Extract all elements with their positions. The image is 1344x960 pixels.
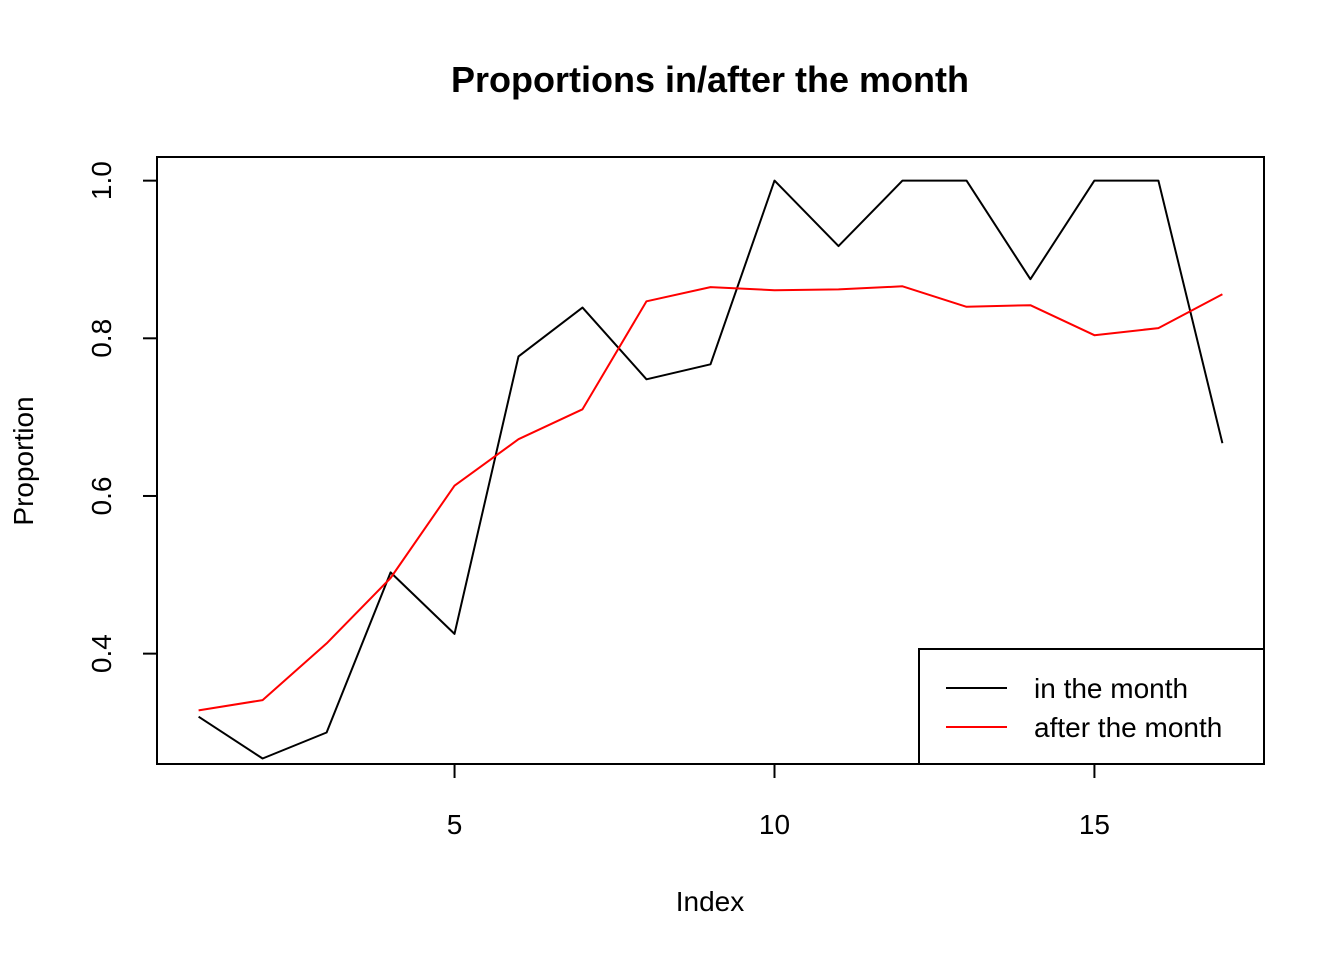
x-tick-label: 10 [759,809,790,840]
x-axis-label: Index [676,886,745,917]
x-axis: 5 10 15 [447,763,1110,840]
y-tick-label: 0.6 [86,477,117,516]
y-tick-label: 0.4 [86,634,117,673]
chart-title: Proportions in/after the month [451,59,969,100]
legend-label-in-the-month: in the month [1034,673,1188,704]
y-tick-label: 0.8 [86,319,117,358]
x-tick-label: 15 [1079,809,1110,840]
legend: in the month after the month [918,648,1265,765]
series-lines [198,179,1224,760]
y-axis-label: Proportion [8,396,39,525]
x-tick-label: 5 [447,809,463,840]
series-line-in-the-month [198,179,1224,760]
legend-label-after-the-month: after the month [1034,712,1222,743]
series-line-after-the-month [198,285,1223,712]
y-axis: 0.4 0.6 0.8 1.0 [86,161,158,673]
legend-box [918,648,1265,765]
y-tick-label: 1.0 [86,161,117,200]
